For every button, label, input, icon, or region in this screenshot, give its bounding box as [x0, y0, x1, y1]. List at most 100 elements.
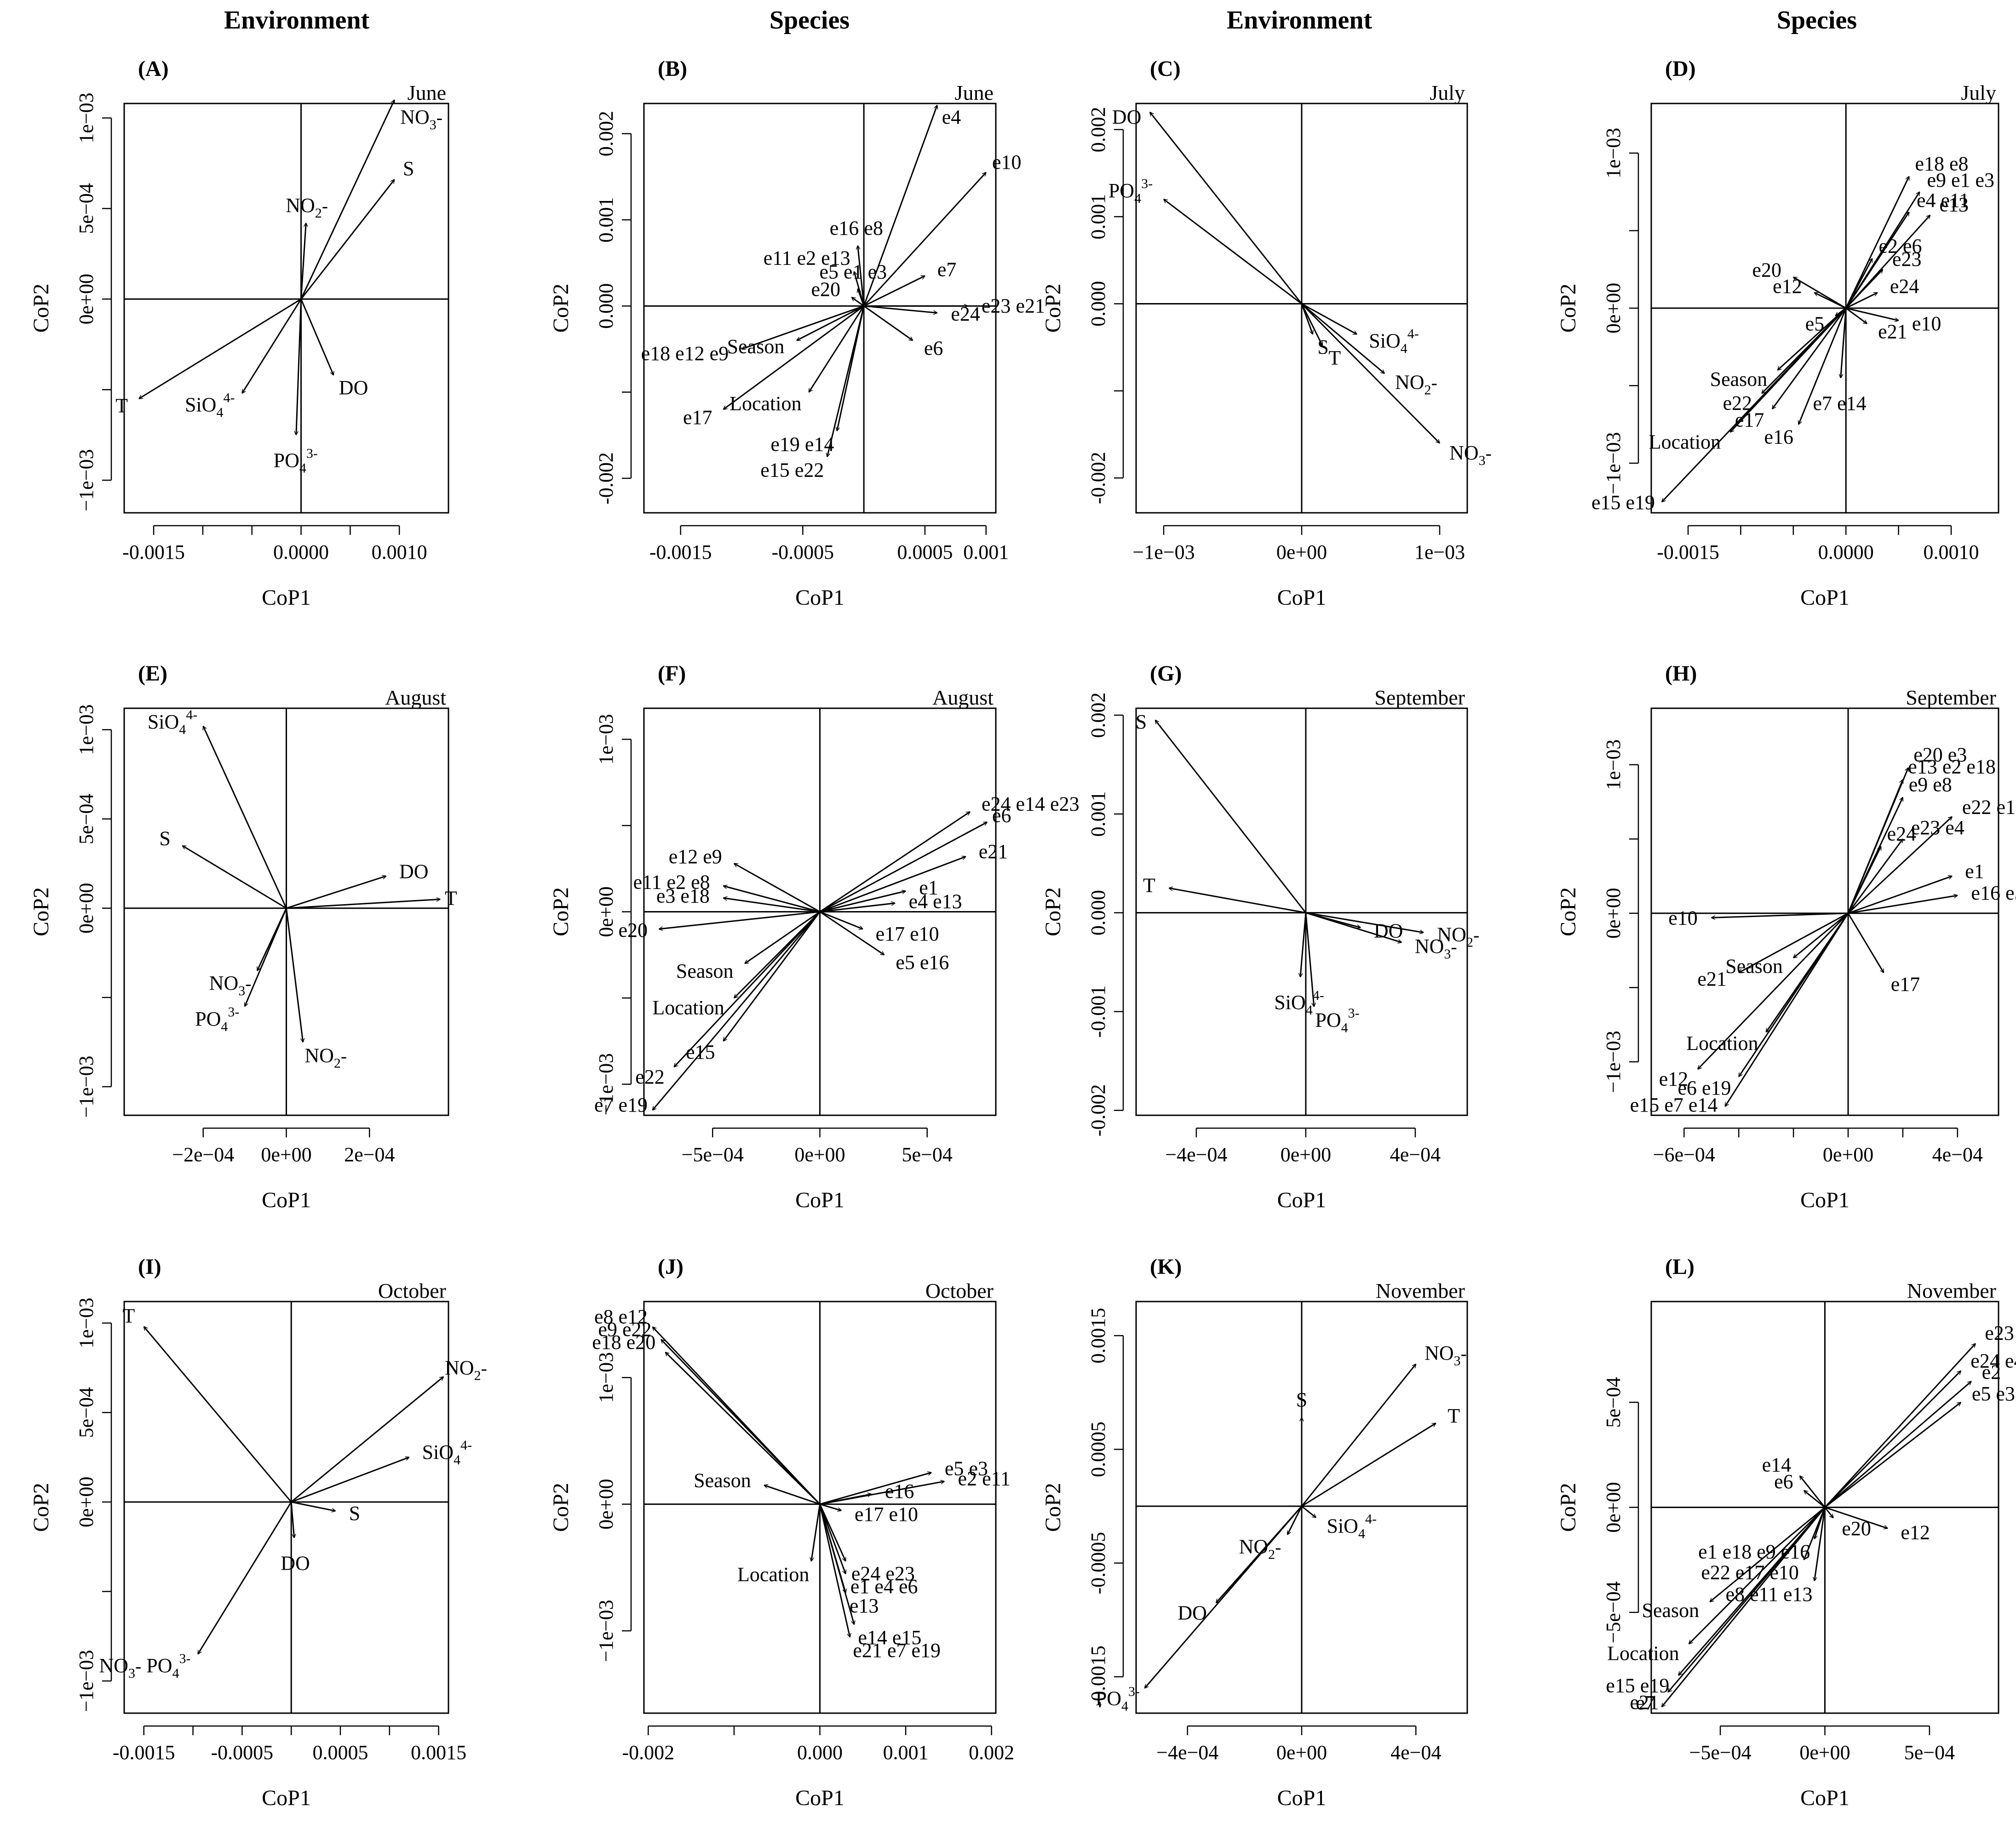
vector-e6-e19: [1738, 912, 1849, 1077]
vector-label-e6-e19: e6 e19: [1677, 1077, 1731, 1099]
vector-t: [1301, 303, 1323, 346]
panel-k: −4e−04 0e+00 4e−04 -0.0015 -0.0005 0.0005 0.00…: [1041, 1255, 1468, 1810]
vector-label-e3-e18: e3 e18: [656, 884, 710, 907]
vector-label-e15: e15: [686, 1041, 715, 1063]
vector-e13-e2-e18: [1847, 780, 1903, 914]
vector-label-e10: e10: [992, 151, 1022, 173]
vector-po4-3: [245, 908, 287, 1006]
x-tick-label: -0.0015: [649, 541, 712, 563]
x-axis-title: CoP1: [1800, 585, 1849, 610]
vector-label-e15-e7-e14: e15 e7 e14: [1630, 1094, 1718, 1116]
plot-frame: [643, 103, 997, 514]
vector-label-e24: e24: [1887, 822, 1917, 845]
vector-no3-po4-3: [197, 1502, 292, 1654]
vector-label-do: DO: [1177, 1602, 1207, 1624]
vector-label-e17-e10: e17 e10: [855, 1503, 918, 1526]
vector-label-e9-e8: e9 e8: [1909, 774, 1952, 796]
x-tick-label: 2e−04: [344, 1143, 395, 1166]
vector-e21: [1668, 1507, 1826, 1692]
vector-label-po4-3: PO43-​: [1109, 176, 1153, 206]
y-tick-label: 0.001: [595, 197, 617, 242]
vector-e20: [1824, 1507, 1833, 1518]
vector-location: [811, 1504, 821, 1561]
vector-no3: [1301, 303, 1440, 443]
vector-label-season: Season: [694, 1469, 751, 1492]
vector-e5-e3: [1824, 1402, 1961, 1508]
y-tick-label: −1e−03: [1602, 432, 1625, 494]
x-axis-title: CoP1: [1277, 585, 1327, 610]
x-tick-label: 0e+00: [1276, 541, 1327, 563]
y-axis-title: CoP2: [29, 1483, 53, 1532]
vector-sio4-4: [1301, 303, 1357, 335]
vector-e17-e10: [819, 911, 863, 929]
vector-label-e12-e9: e12 e9: [669, 845, 722, 868]
x-tick-label: 4e−04: [1932, 1143, 1983, 1166]
vector-e24-e23: [819, 1503, 846, 1561]
vector-t: [1301, 1422, 1436, 1507]
vector-label-e22: e22: [1723, 392, 1752, 414]
x-axis-title: CoP1: [262, 1786, 311, 1810]
vector-label-e20: e20: [811, 278, 841, 300]
y-axis-title: CoP2: [29, 887, 53, 936]
vector-label-location: Location: [1607, 1642, 1679, 1665]
vector-label-po4-3: PO43-​: [274, 446, 318, 476]
y-tick-label: −1e−03: [1602, 1031, 1625, 1093]
panel-letter: (G): [1150, 661, 1182, 686]
y-tick-label: 0.001: [1087, 194, 1109, 240]
vector-e24-e4: [1824, 1371, 1961, 1508]
y-axis-title: CoP2: [1556, 887, 1580, 936]
vector-s: [291, 1501, 335, 1511]
vector-e21: [1845, 307, 1867, 324]
vector-label-e22: e22: [635, 1066, 665, 1088]
y-tick-label: 1e−03: [1602, 128, 1625, 178]
vector-label-e4-e11: e4 e11: [1917, 189, 1969, 212]
vector-label-e17-e10: e17 e10: [876, 923, 939, 945]
vector-label-po4-3: PO43-​: [195, 1004, 239, 1034]
vector-label-do: DO: [339, 376, 368, 399]
vector-label-e24: e24: [1890, 275, 1919, 298]
x-tick-label: −5e−04: [1689, 1741, 1752, 1764]
vector-e1: [1848, 876, 1952, 914]
vector-e24: [863, 305, 937, 313]
vector-label-e5-e3: e5 e3: [945, 1457, 988, 1480]
vector-e5-e16: [819, 911, 885, 956]
x-tick-label: -0.002: [622, 1741, 675, 1764]
vector-label-e2-e6: e2 e6: [1879, 235, 1922, 258]
y-tick-label: −1e−03: [595, 1053, 617, 1115]
x-tick-label: 0.001: [883, 1741, 929, 1764]
panel-month: November: [1376, 1279, 1465, 1302]
x-tick-label: -0.0005: [771, 541, 834, 563]
vector-label-sio4-4: SiO44-​: [1274, 988, 1324, 1018]
vector-label-no2: NO2-: [1239, 1536, 1281, 1562]
y-tick-label: 0e+00: [1602, 1482, 1625, 1532]
y-tick-label: 1e−03: [75, 704, 98, 755]
vector-label-e5: e5: [1805, 313, 1825, 335]
x-tick-label: 0.0000: [273, 541, 329, 563]
x-tick-label: 0.0015: [411, 1741, 466, 1764]
vector-label-e10: e10: [1912, 312, 1941, 335]
vector-e6: [819, 821, 988, 912]
vector-e12: [1815, 292, 1846, 309]
vector-label-no3: NO3-: [1449, 442, 1492, 468]
vector-e2: [1824, 1382, 1971, 1508]
vector-label-e4-e13: e4 e13: [909, 890, 962, 912]
y-tick-label: 0e+00: [75, 1477, 98, 1527]
vector-e10: [1712, 912, 1849, 918]
vector-s: [1155, 720, 1307, 913]
y-tick-label: -0.001: [1087, 986, 1109, 1038]
vector-label-e23: e23: [1892, 248, 1922, 270]
vector-sio4-4: [291, 1457, 409, 1503]
vector-label-e23: e23: [1985, 1322, 2014, 1344]
panel-b: -0.0015 -0.0005 0.0005 0.001 -0.002 0.000 0.00…: [549, 57, 1045, 610]
vector-e21: [819, 857, 966, 912]
vector-label-e1: e1: [1965, 860, 1984, 883]
vector-e7-e19: [653, 911, 821, 1110]
vector-label-e14: e14: [1762, 1454, 1792, 1476]
vector-no2: [1287, 1506, 1303, 1535]
y-tick-label: 0.000: [595, 283, 617, 329]
panel-month: October: [378, 1279, 446, 1302]
x-tick-label: −4e−04: [1156, 1741, 1218, 1764]
vector-label-no2: NO2-: [1437, 923, 1479, 950]
x-tick-label: 0.001: [963, 541, 1009, 563]
vector-label-e15-e19: e15 e19: [1606, 1674, 1669, 1697]
